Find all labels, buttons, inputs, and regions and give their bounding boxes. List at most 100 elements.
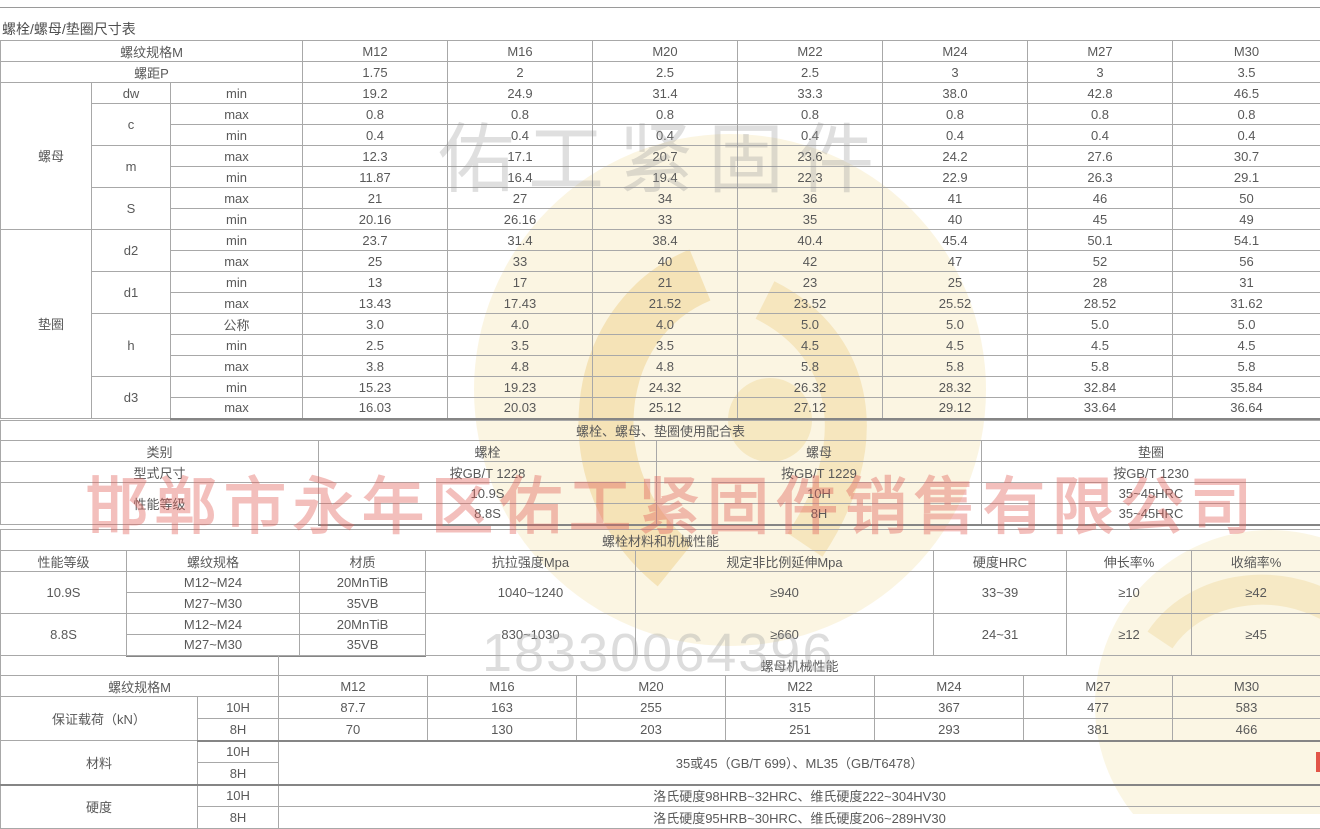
value-cell: 27.6: [1028, 146, 1173, 167]
limit-label: min: [171, 335, 303, 356]
value-cell: 5.0: [738, 314, 883, 335]
value-cell: 23.52: [738, 293, 883, 314]
value-cell: 33: [593, 209, 738, 230]
limit-label: max: [171, 146, 303, 167]
value-cell: 87.7: [279, 697, 428, 719]
value-cell: 315: [726, 697, 875, 719]
value-cell: 26.32: [738, 377, 883, 398]
value-cell: 35: [738, 209, 883, 230]
value-cell: 13.43: [303, 293, 448, 314]
elongation-cell: ≥10: [1067, 572, 1192, 614]
top-divider-line: [0, 7, 1320, 8]
usage-table: 螺栓、螺母、垫圈使用配合表 类别 螺栓 螺母 垫圈 型式尺寸 按GB/T 122…: [0, 420, 1320, 526]
value-cell: 按GB/T 1229: [657, 462, 982, 483]
value-cell: M27: [1024, 676, 1173, 697]
value-cell: 203: [577, 719, 726, 741]
value-cell: 33: [448, 251, 593, 272]
value-cell: 16.03: [303, 398, 448, 419]
value-cell: M12: [303, 41, 448, 62]
hardness-label: 硬度: [1, 785, 198, 829]
material-cell: 20MnTiB: [300, 614, 426, 635]
material-cell: 20MnTiB: [300, 572, 426, 593]
limit-label: max: [171, 188, 303, 209]
value-cell: 56: [1173, 251, 1320, 272]
value-cell: 21: [303, 188, 448, 209]
param-label: d3: [92, 377, 171, 419]
value-cell: 33.64: [1028, 398, 1173, 419]
value-cell: 17.43: [448, 293, 593, 314]
value-cell: 24.9: [448, 83, 593, 104]
table-row: 10.9S M12~M24 20MnTiB 1040~1240 ≥940 33~…: [1, 572, 1320, 593]
limit-label: 公称: [171, 314, 303, 335]
value-cell: 按GB/T 1228: [319, 462, 657, 483]
value-cell: 29.1: [1173, 167, 1320, 188]
value-cell: M20: [593, 41, 738, 62]
value-cell: M27: [1028, 41, 1173, 62]
value-cell: 40: [883, 209, 1028, 230]
value-cell: 47: [883, 251, 1028, 272]
value-cell: 19.23: [448, 377, 593, 398]
limit-label: min: [171, 125, 303, 146]
page-title: 螺栓/螺母/垫圈尺寸表: [2, 19, 136, 39]
value-cell: 25.12: [593, 398, 738, 419]
value-cell: 3.5: [448, 335, 593, 356]
value-cell: 4.5: [738, 335, 883, 356]
usage-table-title: 螺栓、螺母、垫圈使用配合表: [1, 421, 1320, 441]
value-cell: 33.3: [738, 83, 883, 104]
limit-label: min: [171, 209, 303, 230]
value-cell: 12.3: [303, 146, 448, 167]
spec-header-label: 螺纹规格M: [1, 676, 279, 697]
value-cell: 41: [883, 188, 1028, 209]
value-cell: 50: [1173, 188, 1320, 209]
value-cell: 46: [1028, 188, 1173, 209]
value-cell: 硬度HRC: [934, 551, 1067, 572]
limit-label: min: [171, 167, 303, 188]
value-cell: 24.2: [883, 146, 1028, 167]
value-cell: 54.1: [1173, 230, 1320, 251]
value-cell: 4.0: [448, 314, 593, 335]
value-cell: 螺纹规格: [127, 551, 300, 572]
value-cell: M30: [1173, 41, 1320, 62]
value-cell: 4.5: [883, 335, 1028, 356]
value-cell: M24: [883, 41, 1028, 62]
table-row: 性能等级 10.9S 10H 35~45HRC: [1, 483, 1320, 504]
limit-label: max: [171, 356, 303, 377]
value-cell: 25: [883, 272, 1028, 293]
value-cell: 0.4: [593, 125, 738, 146]
value-cell: M20: [577, 676, 726, 697]
limit-label: max: [171, 293, 303, 314]
value-cell: 20.03: [448, 398, 593, 419]
value-cell: 15.23: [303, 377, 448, 398]
value-cell: 0.4: [883, 125, 1028, 146]
value-cell: 2.5: [738, 62, 883, 83]
value-cell: 26.16: [448, 209, 593, 230]
limit-label: min: [171, 230, 303, 251]
value-cell: 583: [1173, 697, 1320, 719]
grade-cell: 10.9S: [1, 572, 127, 614]
value-cell: 31: [1173, 272, 1320, 293]
param-label: m: [92, 146, 171, 188]
param-label: d1: [92, 272, 171, 314]
value-cell: 40.4: [738, 230, 883, 251]
reduction-cell: ≥42: [1192, 572, 1320, 614]
value-cell: 20.7: [593, 146, 738, 167]
value-cell: 31.62: [1173, 293, 1320, 314]
value-cell: 11.87: [303, 167, 448, 188]
value-cell: 4.8: [448, 356, 593, 377]
value-cell: 35.84: [1173, 377, 1320, 398]
table-row: 8H 洛氏硬度95HRB~30HRC、维氏硬度206~289HV30: [1, 807, 1320, 829]
value-cell: 381: [1024, 719, 1173, 741]
proof-load-label: 保证载荷（kN）: [1, 697, 198, 741]
value-cell: 46.5: [1173, 83, 1320, 104]
value-cell: 23.6: [738, 146, 883, 167]
